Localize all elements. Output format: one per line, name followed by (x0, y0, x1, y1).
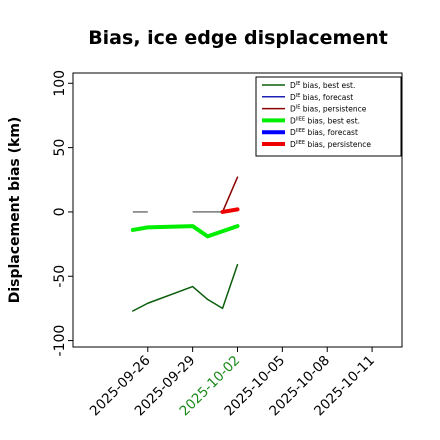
y-tick-label: 100 (52, 70, 68, 97)
legend-label: DIIEE bias, best est. (290, 116, 360, 125)
y-tick-label: 0 (52, 207, 68, 216)
legend-label: DIE bias, persistence (290, 105, 367, 114)
chart-title: Bias, ice edge displacement (88, 27, 388, 49)
legend: DIE bias, best est. DIE bias, forecast DIE… (255, 76, 402, 157)
legend-label: DIE bias, best est. (290, 81, 355, 90)
series-line-5 (220, 207, 240, 214)
y-tick-label: -50 (52, 265, 68, 288)
legend-label: DIIEE bias, persistence (290, 140, 371, 149)
legend-box (255, 76, 402, 157)
y-tick-label: -100 (52, 325, 68, 357)
y-axis-label: Displacement bias (km) (7, 117, 23, 304)
legend-label: DIE bias, forecast (290, 93, 353, 102)
series-line-2 (221, 176, 239, 213)
series-line-0 (132, 263, 239, 312)
y-tick-label: 50 (52, 139, 68, 157)
legend-label: DIIEE bias, forecast (290, 128, 358, 137)
series-line-3 (130, 224, 240, 239)
